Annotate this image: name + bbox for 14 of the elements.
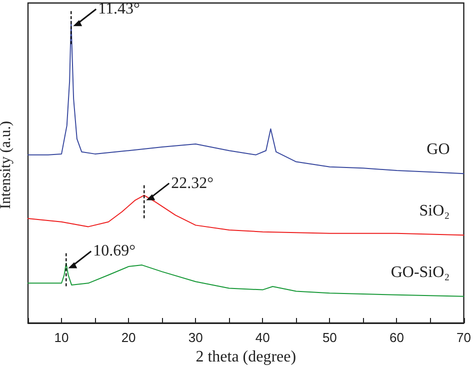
x-tick-label: 10 (54, 330, 69, 345)
series-label: SiO₂ (419, 202, 450, 220)
annotation: 22.32° (171, 174, 214, 192)
annotation: 10.69° (93, 242, 136, 260)
x-tick-label: 70 (456, 330, 472, 345)
x-tick-label: 20 (121, 330, 136, 345)
annotation: 11.43° (98, 0, 140, 18)
x-tick-label: 60 (389, 330, 404, 345)
x-tick-label: 50 (322, 330, 337, 345)
x-tick-label: 40 (255, 330, 270, 345)
series-label: GO (426, 141, 450, 158)
x-axis-title: 2 theta (degree) (196, 348, 296, 366)
x-tick-label: 30 (188, 330, 203, 345)
series-label: GO-SiO₂ (390, 264, 450, 281)
